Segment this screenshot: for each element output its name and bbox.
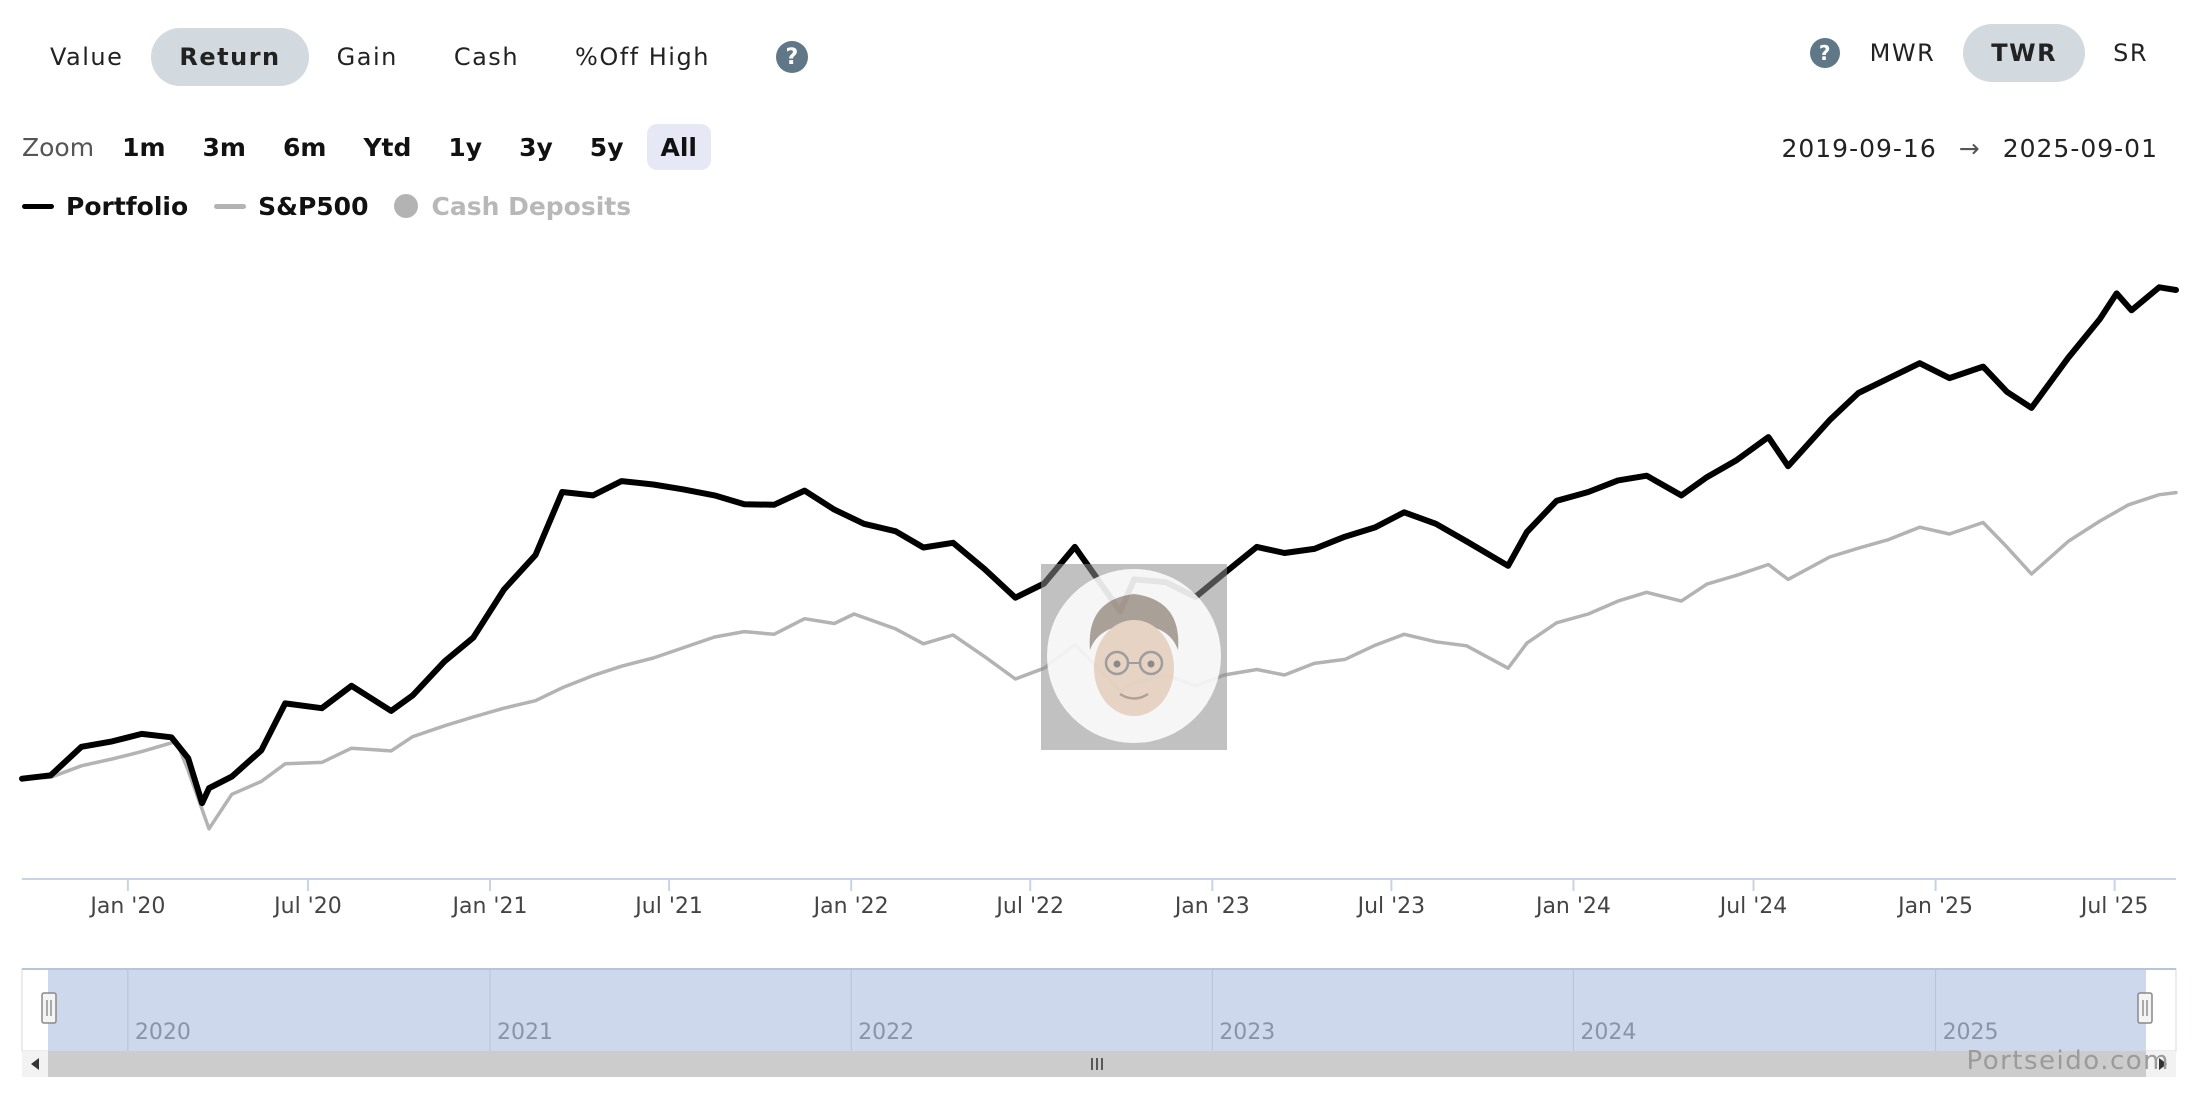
legend-item-portfolio[interactable]: Portfolio [22, 192, 188, 221]
legend-label-cash-deposits: Cash Deposits [431, 191, 632, 221]
zoom-3m-button[interactable]: 3m [202, 132, 246, 162]
zoom-label: Zoom [22, 132, 95, 162]
navigator-year-label: 2025 [1943, 1020, 1999, 1045]
zoom-6m-button[interactable]: 6m [282, 132, 327, 162]
zoom-all-button[interactable]: All [646, 124, 711, 170]
date-range-end[interactable]: 2025-09-01 [2002, 133, 2158, 163]
navigator-left-handle[interactable] [41, 992, 57, 1024]
navigator-year-label: 2022 [858, 1020, 914, 1045]
navigator-year-label: 2023 [1219, 1020, 1275, 1045]
date-range-start[interactable]: 2019-09-16 [1781, 133, 1937, 163]
tab-mwr[interactable]: MWR [1869, 39, 1936, 67]
x-tick-label: Jul '25 [2079, 894, 2149, 919]
legend-swatch-sp500 [214, 203, 247, 209]
scroll-left-arrow-icon[interactable] [31, 1058, 39, 1070]
x-tick-label: Jan '21 [451, 894, 528, 919]
zoom-controls: Zoom 1m 3m 6m Ytd 1y 3y 5y All [22, 124, 720, 170]
tab-cash[interactable]: Cash [453, 43, 520, 71]
return-mode-tabs: ? MWR TWR SR [1809, 24, 2176, 82]
x-tick-label: Jul '21 [633, 894, 703, 919]
zoom-1y-button[interactable]: 1y [448, 132, 483, 162]
navigator-years: 2020 2021 2022 2023 2024 2025 [127, 969, 1999, 1051]
x-tick-label: Jul '24 [1718, 894, 1788, 919]
zoom-5y-button[interactable]: 5y [589, 132, 624, 162]
legend-item-sp500[interactable]: S&P500 [214, 192, 368, 221]
date-range: 2019-09-16 → 2025-09-01 [1781, 130, 2158, 166]
tab-gain[interactable]: Gain [336, 43, 398, 71]
navigator-year-label: 2021 [497, 1020, 553, 1045]
tab-value[interactable]: Value [50, 43, 124, 71]
x-tick-label: Jan '25 [1896, 894, 1973, 919]
legend-swatch-portfolio [22, 203, 54, 209]
legend-label-sp500: S&P500 [258, 191, 369, 221]
navigator-year-label: 2024 [1580, 1020, 1636, 1045]
chart-legend: Portfolio S&P500 Cash Deposits [22, 188, 657, 224]
navigator-scrollbar[interactable] [22, 1051, 2176, 1077]
x-axis-ticks: Jan '20 Jul '20 Jan '21 Jul '21 Jan '22 Jul '… [88, 879, 2148, 919]
zoom-3y-button[interactable]: 3y [519, 132, 553, 162]
watermark: Portseido.com [1966, 1046, 2170, 1076]
x-tick-label: Jul '20 [272, 894, 342, 919]
navigator-year-label: 2020 [135, 1020, 191, 1045]
x-tick-label: Jul '22 [994, 894, 1064, 919]
tab-return[interactable]: Return [151, 28, 309, 86]
zoom-1m-button[interactable]: 1m [122, 132, 166, 162]
legend-item-cash-deposits[interactable]: Cash Deposits [394, 192, 631, 221]
x-tick-label: Jul '23 [1356, 894, 1426, 919]
x-tick-label: Jan '24 [1534, 894, 1611, 919]
x-tick-label: Jan '22 [812, 894, 889, 919]
scrollbar-grip-icon [1091, 1058, 1103, 1070]
avatar [1041, 564, 1227, 750]
legend-swatch-cash-deposits [394, 194, 419, 218]
tab-sr[interactable]: SR [2113, 39, 2148, 67]
zoom-ytd-button[interactable]: Ytd [363, 132, 412, 162]
x-tick-label: Jan '23 [1173, 894, 1250, 919]
arrow-right-icon: → [1958, 133, 1981, 163]
help-icon[interactable]: ? [775, 41, 808, 73]
range-navigator: 2020 2021 2022 2023 2024 2025 [21, 968, 2177, 1052]
legend-label-portfolio: Portfolio [66, 191, 189, 221]
mode-help-icon[interactable]: ? [1809, 38, 1840, 68]
x-tick-label: Jan '20 [88, 894, 165, 919]
navigator-selection[interactable] [48, 969, 2146, 1051]
metric-tabs: Value Return Gain Cash %Off High ? [22, 28, 808, 86]
navigator-right-handle[interactable] [2137, 992, 2153, 1024]
tab-twr[interactable]: TWR [1963, 24, 2086, 82]
face-icon [1089, 594, 1179, 716]
scroll-right-arrow-icon[interactable] [2159, 1058, 2167, 1070]
tab-off-high[interactable]: %Off High [575, 43, 710, 71]
